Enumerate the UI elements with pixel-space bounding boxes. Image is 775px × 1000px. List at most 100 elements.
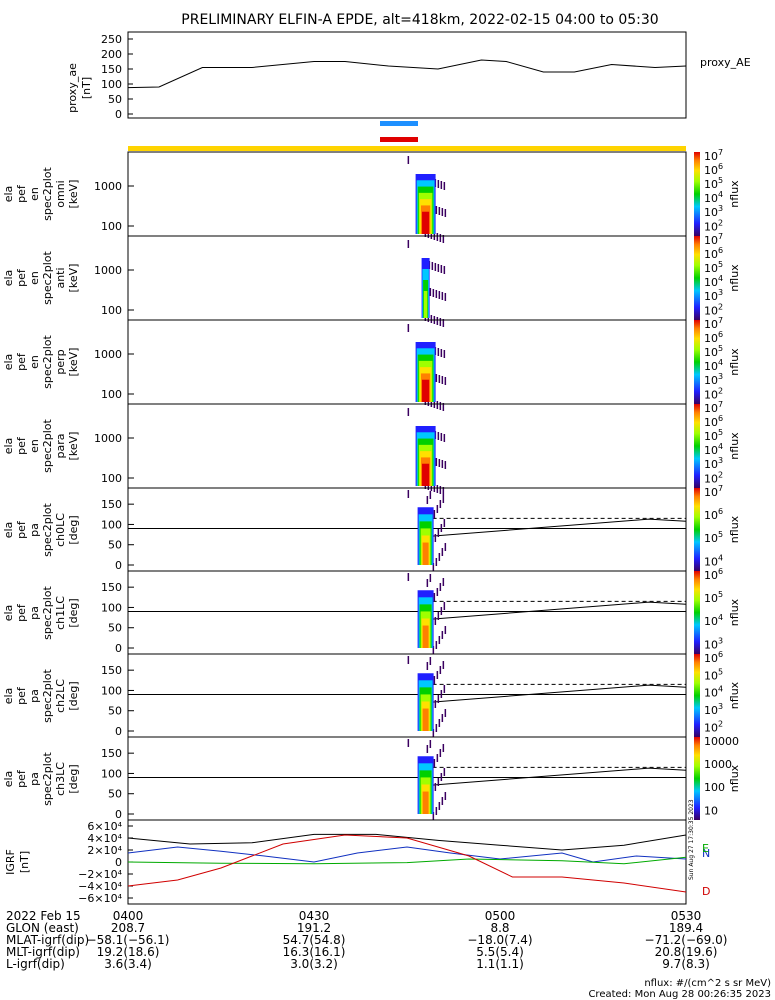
pitch-angle-colorbar-label: 103 <box>704 636 723 651</box>
pitch-angle-ylabel-line: ela <box>2 605 15 622</box>
spectrogram-data <box>407 240 447 327</box>
igrf-line-e <box>127 846 687 863</box>
spectrogram-ylabel-line: en <box>28 271 41 285</box>
red-indicator-bar <box>380 137 418 142</box>
pitch-angle-ytick-label: 50 <box>108 622 122 635</box>
pitch-angle-ylabel-line: [deg] <box>67 681 80 710</box>
pitch-angle-ylabel-line: [deg] <box>67 515 80 544</box>
spectrogram-ytick-label: 1000 <box>94 264 122 277</box>
pitch-angle-colorbar-label: 104 <box>704 553 723 568</box>
igrf-line-n <box>127 833 687 851</box>
pitch-angle-panel: ela pef pa spec2plot ch2LC [deg] 150 100 50 0 106 1… <box>2 650 741 738</box>
pitch-angle-data <box>407 739 447 820</box>
spectrogram-colorbar-label: 107 <box>704 400 723 415</box>
proxy-ae-yunit: [nT] <box>80 77 93 99</box>
footer-row-value: −58.1(−56.1) <box>87 933 170 947</box>
spectrogram-colorbar-label: 107 <box>704 232 723 247</box>
footer-row-value: 1.1(1.1) <box>476 957 524 971</box>
spectrogram-colorbar-label: 102 <box>704 470 723 485</box>
pitch-angle-ytick-label: 0 <box>115 808 122 821</box>
footer-row-label: L-igrf(dip) <box>6 957 65 971</box>
footer-row-value: 8.8 <box>490 921 509 935</box>
pitch-angle-colorbar-label: 106 <box>704 650 723 665</box>
pitch-angle-data <box>407 490 447 571</box>
footer-row-value: 0430 <box>299 909 330 923</box>
spectrogram-colorbar-unit: nflux <box>728 180 741 208</box>
spectrogram-colorbar-label: 105 <box>704 428 723 443</box>
spectrogram-ylabel-line: [keV] <box>67 264 80 293</box>
proxy-ae-ytick-label: 200 <box>101 48 122 61</box>
footer-row-value: 16.3(16.1) <box>283 945 346 959</box>
pitch-angle-colorbar <box>694 737 700 820</box>
pitch-angle-ylabel-line: pa <box>28 606 41 620</box>
proxy-ae-ytick-label: 0 <box>115 108 122 121</box>
spectrogram-colorbar-label: 102 <box>704 218 723 233</box>
footer-row-value: 54.7(54.8) <box>283 933 346 947</box>
spectrogram-colorbar <box>694 404 700 488</box>
spectrogram-colorbar-label: 104 <box>704 358 723 373</box>
spectrogram-ylabel-line: [keV] <box>67 432 80 461</box>
pitch-angle-colorbar <box>694 488 700 571</box>
spectrogram-ylabel-line: en <box>28 187 41 201</box>
footer-row-value: 20.8(19.6) <box>655 945 718 959</box>
igrf-line-d2 <box>127 834 687 893</box>
spectrogram-ylabel-line: pef <box>15 436 28 455</box>
spectrogram-ylabel-line: perp <box>54 349 67 374</box>
pitch-angle-ylabel-line: pa <box>28 772 41 786</box>
spectrogram-ylabel-line: ela <box>2 354 15 371</box>
footer-row-value: 3.6(3.4) <box>104 957 152 971</box>
pitch-angle-colorbar-label: 102 <box>704 719 723 734</box>
spectrogram-ytick-label: 100 <box>101 472 122 485</box>
spectrogram-colorbar-label: 103 <box>704 204 723 219</box>
loss-cone-line <box>425 684 687 704</box>
footer-row-value: 208.7 <box>111 921 145 935</box>
spectrogram-ylabel-line: spec2plot <box>41 251 54 305</box>
pitch-angle-colorbar-label: 105 <box>704 530 723 545</box>
loss-cone-line <box>425 767 687 787</box>
footer-ephemeris: 2022 Feb 15 0400 0430 0500 0530 GLON (east) 20… <box>6 909 727 971</box>
spectrogram-colorbar-label: 106 <box>704 246 723 261</box>
proxy-ae-ytick-label: 250 <box>101 33 122 46</box>
spectrogram-ylabel-line: [keV] <box>67 180 80 209</box>
igrf-ytick-label: 2×10⁴ <box>87 844 122 857</box>
proxy-ae-line <box>127 59 687 89</box>
igrf-ytick-label: 4×10⁴ <box>87 832 122 845</box>
pitch-angle-ylabel-line: spec2plot <box>41 669 54 723</box>
pitch-angle-ytick-label: 100 <box>101 601 122 614</box>
spectrogram-ytick-label: 100 <box>101 220 122 233</box>
spectrogram-ylabel-line: spec2plot <box>41 335 54 389</box>
igrf-legend-n: N <box>702 847 710 860</box>
spectrogram-colorbar-label: 103 <box>704 456 723 471</box>
pitch-angle-colorbar-label: 104 <box>704 685 723 700</box>
pitch-angle-ylabel-line: pa <box>28 689 41 703</box>
spectrogram-colorbar-label: 105 <box>704 260 723 275</box>
pitch-angle-colorbar <box>694 654 700 737</box>
pitch-angle-ytick-label: 150 <box>101 747 122 760</box>
igrf-ytick-label: 6×10⁴ <box>87 820 122 833</box>
pitch-angle-colorbar-label: 106 <box>704 567 723 582</box>
pitch-angle-colorbar-unit: nflux <box>728 764 741 792</box>
pitch-angle-ylabel-line: ela <box>2 522 15 539</box>
spectrogram-colorbar-label: 106 <box>704 330 723 345</box>
blue-indicator-bar <box>380 121 418 126</box>
proxy-ae-ytick-label: 150 <box>101 63 122 76</box>
pitch-angle-ytick-label: 100 <box>101 684 122 697</box>
spectrogram-ylabel-line: en <box>28 439 41 453</box>
pitch-angle-colorbar-label: 100 <box>704 781 725 794</box>
spectrogram-ylabel-line: anti <box>54 267 67 288</box>
pitch-angle-colorbar-label: 10000 <box>704 735 739 748</box>
footer-row-label: MLAT-igrf(dip) <box>6 933 89 947</box>
pitch-angle-panel: ela pef pa spec2plot ch0LC [deg] 150 100 50 0 107 1… <box>2 484 741 572</box>
pitch-angle-panel: ela pef pa spec2plot ch1LC [deg] 150 100 50 0 106 1… <box>2 567 741 655</box>
pitch-angle-colorbar-label: 104 <box>704 613 723 628</box>
pitch-angle-ylabel-line: ch2LC <box>54 679 67 713</box>
pitch-angle-ylabel-line: pef <box>15 520 28 539</box>
footer-row-value: 0400 <box>113 909 144 923</box>
footer-row-value: 0500 <box>485 909 516 923</box>
pitch-angle-colorbar-label: 105 <box>704 667 723 682</box>
spectrogram-colorbar-label: 102 <box>704 386 723 401</box>
spectrogram-ylabel-line: ela <box>2 270 15 287</box>
loss-cone-line <box>425 601 687 621</box>
pitch-angle-colorbar-label: 10 <box>704 804 718 817</box>
spectrogram-colorbar-label: 104 <box>704 442 723 457</box>
